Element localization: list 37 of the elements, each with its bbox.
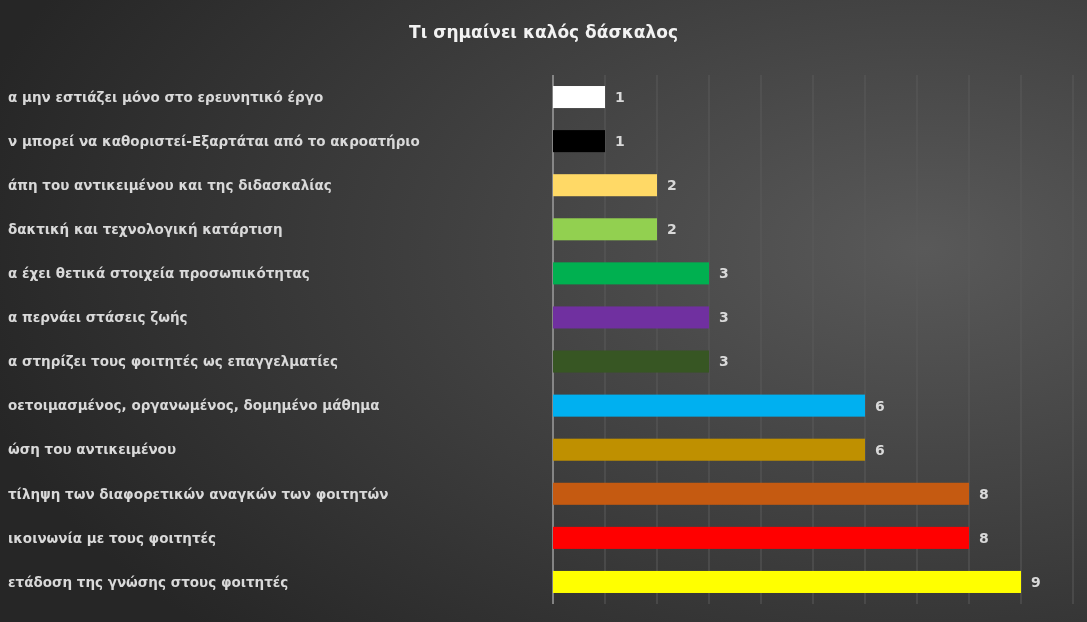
data-label: 1 bbox=[615, 88, 625, 105]
data-label: 8 bbox=[979, 485, 989, 502]
y-tick-label: δακτική και τεχνολογική κατάρτιση bbox=[8, 221, 283, 238]
y-tick-label: ικοινωνία με τους φοιτητές bbox=[8, 529, 217, 546]
data-label: 6 bbox=[875, 441, 885, 458]
bar bbox=[553, 218, 657, 241]
y-tick-label: ώση του αντικειμένου bbox=[8, 441, 177, 458]
bar bbox=[553, 526, 969, 549]
y-tick-label: ετάδοση της γνώσης στους φοιτητές bbox=[8, 573, 289, 590]
data-label: 8 bbox=[979, 529, 989, 546]
bar bbox=[553, 438, 865, 461]
y-tick-label: α στηρίζει τους φοιτητές ως επαγγελματίες bbox=[8, 353, 338, 370]
bar bbox=[553, 482, 969, 505]
data-label: 3 bbox=[719, 309, 729, 326]
bar bbox=[553, 306, 709, 329]
y-tick-label: τίληψη των διαφορετικών αναγκών των φοιτητών bbox=[8, 485, 389, 502]
data-label: 2 bbox=[667, 221, 677, 238]
y-tick-label: α μην εστιάζει μόνο στο ερευνητικό έργο bbox=[8, 88, 324, 105]
y-tick-label: άπη του αντικειμένου και της διδασκαλίας bbox=[8, 176, 332, 193]
y-tick-label: οετοιμασμένος, οργανωμένος, δομημένο μάθημα bbox=[8, 397, 380, 414]
data-label: 6 bbox=[875, 397, 885, 414]
chart-title: Τι σημαίνει καλός δάσκαλος bbox=[409, 22, 678, 42]
y-tick-label: ν μπορεί να καθοριστεί-Εξαρτάται από το ακροατήριο bbox=[8, 132, 420, 149]
data-label: 3 bbox=[719, 265, 729, 282]
bar bbox=[553, 570, 1021, 593]
bar bbox=[553, 174, 657, 197]
data-label: 1 bbox=[615, 133, 625, 150]
data-label: 2 bbox=[667, 177, 677, 194]
bar bbox=[553, 262, 709, 285]
data-label: 9 bbox=[1031, 573, 1041, 590]
bar bbox=[553, 350, 709, 373]
bar bbox=[553, 86, 605, 109]
data-label: 3 bbox=[719, 353, 729, 370]
y-tick-label: α έχει θετικά στοιχεία προσωπικότητας bbox=[8, 265, 310, 282]
bar bbox=[553, 130, 605, 153]
bar bbox=[553, 394, 865, 417]
y-tick-label: α περνάει στάσεις ζωής bbox=[8, 309, 188, 326]
